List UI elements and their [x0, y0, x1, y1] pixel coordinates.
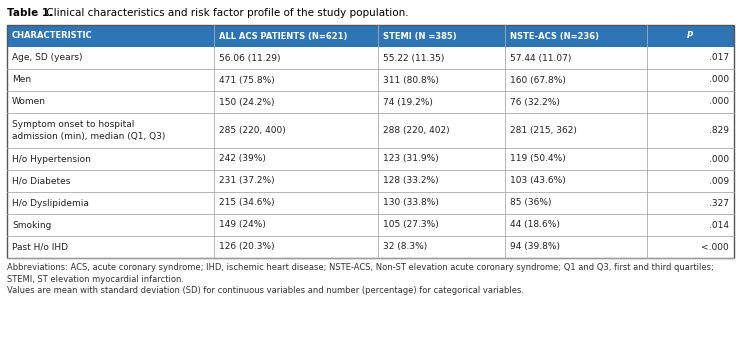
Text: Smoking: Smoking — [12, 221, 51, 229]
Text: 160 (67.8%): 160 (67.8%) — [510, 76, 566, 84]
Text: 130 (33.8%): 130 (33.8%) — [383, 198, 439, 208]
Text: H/o Dyslipidemia: H/o Dyslipidemia — [12, 198, 89, 208]
Text: H/o Hypertension: H/o Hypertension — [12, 155, 91, 163]
Text: 105 (27.3%): 105 (27.3%) — [383, 221, 439, 229]
Text: Abbreviations: ACS, acute coronary syndrome; IHD, ischemic heart disease; NSTE-A: Abbreviations: ACS, acute coronary syndr… — [7, 263, 714, 272]
Text: .829: .829 — [709, 126, 729, 135]
Text: NSTE-ACS (N=236): NSTE-ACS (N=236) — [510, 31, 599, 40]
Text: 74 (19.2%): 74 (19.2%) — [383, 97, 433, 106]
Text: .000: .000 — [709, 76, 729, 84]
Text: CHARACTERISTIC: CHARACTERISTIC — [12, 31, 93, 40]
Text: Past H/o IHD: Past H/o IHD — [12, 242, 68, 251]
Text: .327: .327 — [709, 198, 729, 208]
Text: 150 (24.2%): 150 (24.2%) — [219, 97, 275, 106]
Text: 56.06 (11.29): 56.06 (11.29) — [219, 53, 281, 63]
Text: 119 (50.4%): 119 (50.4%) — [510, 155, 565, 163]
Text: .000: .000 — [709, 97, 729, 106]
Text: .009: .009 — [709, 176, 729, 185]
Text: Women: Women — [12, 97, 46, 106]
Text: 288 (220, 402): 288 (220, 402) — [383, 126, 449, 135]
Text: .000: .000 — [709, 155, 729, 163]
Text: 281 (215, 362): 281 (215, 362) — [510, 126, 577, 135]
Bar — [7, 25, 734, 47]
Text: STEMI (N =385): STEMI (N =385) — [383, 31, 456, 40]
Text: 55.22 (11.35): 55.22 (11.35) — [383, 53, 444, 63]
Bar — [7, 25, 734, 258]
Text: H/o Diabetes: H/o Diabetes — [12, 176, 70, 185]
Text: STEMI, ST elevation myocardial infarction.: STEMI, ST elevation myocardial infarctio… — [7, 275, 184, 284]
Text: 231 (37.2%): 231 (37.2%) — [219, 176, 275, 185]
Text: 57.44 (11.07): 57.44 (11.07) — [510, 53, 571, 63]
Text: 76 (32.2%): 76 (32.2%) — [510, 97, 560, 106]
Text: <.000: <.000 — [701, 242, 729, 251]
Text: 32 (8.3%): 32 (8.3%) — [383, 242, 427, 251]
Text: Men: Men — [12, 76, 31, 84]
Text: Table 1.: Table 1. — [7, 8, 53, 18]
Text: Symptom onset to hospital
admission (min), median (Q1, Q3): Symptom onset to hospital admission (min… — [12, 120, 165, 141]
Text: 94 (39.8%): 94 (39.8%) — [510, 242, 560, 251]
Text: 126 (20.3%): 126 (20.3%) — [219, 242, 275, 251]
Text: .014: .014 — [709, 221, 729, 229]
Text: 44 (18.6%): 44 (18.6%) — [510, 221, 560, 229]
Text: Age, SD (years): Age, SD (years) — [12, 53, 82, 63]
Text: .017: .017 — [709, 53, 729, 63]
Text: 123 (31.9%): 123 (31.9%) — [383, 155, 439, 163]
Text: Clinical characteristics and risk factor profile of the study population.: Clinical characteristics and risk factor… — [43, 8, 408, 18]
Text: 311 (80.8%): 311 (80.8%) — [383, 76, 439, 84]
Text: P: P — [688, 31, 694, 40]
Text: 215 (34.6%): 215 (34.6%) — [219, 198, 275, 208]
Text: 149 (24%): 149 (24%) — [219, 221, 266, 229]
Text: ALL ACS PATIENTS (N=621): ALL ACS PATIENTS (N=621) — [219, 31, 348, 40]
Text: 128 (33.2%): 128 (33.2%) — [383, 176, 439, 185]
Text: 103 (43.6%): 103 (43.6%) — [510, 176, 565, 185]
Text: Values are mean with standard deviation (SD) for continuous variables and number: Values are mean with standard deviation … — [7, 286, 524, 295]
Text: 85 (36%): 85 (36%) — [510, 198, 551, 208]
Text: 242 (39%): 242 (39%) — [219, 155, 266, 163]
Text: 471 (75.8%): 471 (75.8%) — [219, 76, 275, 84]
Text: 285 (220, 400): 285 (220, 400) — [219, 126, 286, 135]
